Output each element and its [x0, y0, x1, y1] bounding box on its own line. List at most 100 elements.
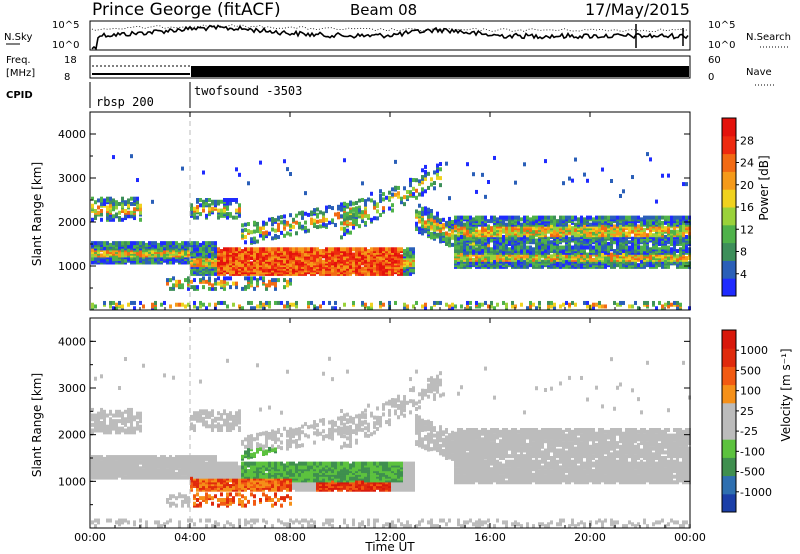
- heatmap-cell: [121, 217, 124, 222]
- heatmap-cell: [364, 207, 367, 212]
- heatmap-cell: [559, 220, 562, 225]
- heatmap-cell: [289, 223, 292, 228]
- nave-label: Nave: [746, 67, 772, 78]
- heatmap-cell: [379, 247, 382, 252]
- heatmap-cell: [331, 247, 334, 252]
- heatmap-cell: [160, 470, 163, 474]
- heatmap-cell: [208, 276, 211, 281]
- heatmap-cell: [172, 276, 175, 281]
- heatmap-cell: [679, 250, 682, 255]
- heatmap-cell: [391, 192, 394, 197]
- heatmap-cell: [277, 222, 280, 227]
- heatmap-cell: [421, 190, 424, 195]
- heatmap-cell: [313, 222, 316, 227]
- heatmap-cell: [442, 223, 445, 228]
- heatmap-cell: [406, 189, 409, 194]
- heatmap-cell: [247, 285, 250, 290]
- heatmap-cell: [649, 219, 652, 224]
- heatmap-cell: [373, 205, 376, 210]
- heatmap-cell: [415, 178, 418, 183]
- heatmap-cell: [550, 264, 553, 269]
- heatmap-cell: [523, 227, 526, 232]
- heatmap-cell: [436, 211, 439, 216]
- heatmap-cell: [121, 203, 124, 208]
- heatmap-cell: [502, 227, 505, 232]
- heatmap-cell: [538, 264, 541, 269]
- heatmap-cell: [412, 304, 415, 309]
- heatmap-cell: [301, 224, 304, 229]
- heatmap-cell: [535, 263, 538, 268]
- heatmap-cell: [217, 281, 220, 286]
- heatmap-cell: [529, 254, 532, 259]
- heatmap-cell: [271, 281, 274, 286]
- heatmap-cell: [193, 300, 196, 305]
- nsearch-label: N.Search: [746, 32, 791, 43]
- heatmap-cell: [274, 250, 277, 255]
- heatmap-cell: [517, 259, 520, 264]
- heatmap-cell: [265, 221, 268, 226]
- heatmap-cell: [229, 212, 232, 217]
- heatmap-cell: [130, 407, 133, 412]
- heatmap-cell: [298, 221, 301, 226]
- heatmap-cell: [367, 306, 370, 311]
- heatmap-cell: [295, 213, 298, 218]
- heatmap-cell: [223, 266, 226, 271]
- heatmap-cell: [661, 173, 664, 178]
- heatmap-cell: [139, 300, 142, 305]
- heatmap-cell: [664, 245, 667, 250]
- heatmap-cell: [376, 202, 379, 207]
- heatmap-cell: [118, 409, 121, 414]
- heatmap-cell: [592, 217, 595, 222]
- heatmap-cell: [505, 240, 508, 245]
- heatmap-cell: [139, 411, 142, 416]
- heatmap-cell: [370, 302, 373, 307]
- heatmap-cell: [559, 215, 562, 220]
- heatmap-cell: [394, 247, 397, 252]
- heatmap-cell: [202, 208, 205, 213]
- heatmap-cell: [94, 455, 97, 460]
- heatmap-cell: [430, 235, 433, 240]
- heatmap-cell: [535, 238, 538, 243]
- heatmap-cell: [424, 164, 427, 169]
- heatmap-cell: [208, 241, 211, 246]
- heatmap-cell: [214, 263, 217, 268]
- heatmap-cell: [553, 245, 556, 250]
- heatmap-cell: [523, 234, 526, 239]
- heatmap-cell: [400, 247, 403, 252]
- heatmap-cell: [280, 215, 283, 220]
- heatmap-cell: [211, 263, 214, 268]
- heatmap-cell: [343, 226, 346, 231]
- heatmap-cell: [613, 215, 616, 220]
- heatmap-cell: [364, 302, 367, 307]
- heatmap-cell: [136, 411, 139, 416]
- heatmap-cell: [265, 300, 268, 305]
- heatmap-cell: [433, 219, 436, 224]
- heatmap-cell: [283, 233, 286, 238]
- heatmap-cell: [469, 236, 472, 241]
- heatmap-cell: [91, 428, 94, 433]
- heatmap-cell: [319, 224, 322, 229]
- heatmap-cell: [451, 220, 454, 224]
- heatmap-cell: [427, 171, 430, 176]
- heatmap-cell: [403, 202, 406, 207]
- heatmap-cell: [574, 233, 577, 238]
- heatmap-cell: [454, 215, 457, 220]
- heatmap-cell: [256, 278, 259, 283]
- heatmap-cell: [286, 283, 289, 288]
- heatmap-cell: [232, 302, 235, 307]
- heatmap-cell: [244, 222, 247, 227]
- heatmap-cell: [334, 212, 337, 217]
- heatmap-cell: [460, 215, 463, 220]
- heatmap-cell: [439, 300, 442, 305]
- heatmap-cell: [124, 214, 127, 219]
- station-title: Prince George (fitACF): [92, 0, 281, 20]
- heatmap-cell: [679, 261, 682, 266]
- heatmap-cell: [274, 286, 277, 291]
- heatmap-cell: [649, 261, 652, 266]
- heatmap-cell: [301, 215, 304, 220]
- heatmap-cell: [604, 227, 607, 232]
- heatmap-cell: [247, 254, 250, 259]
- heatmap-cell: [448, 232, 451, 237]
- heatmap-cell: [289, 302, 292, 307]
